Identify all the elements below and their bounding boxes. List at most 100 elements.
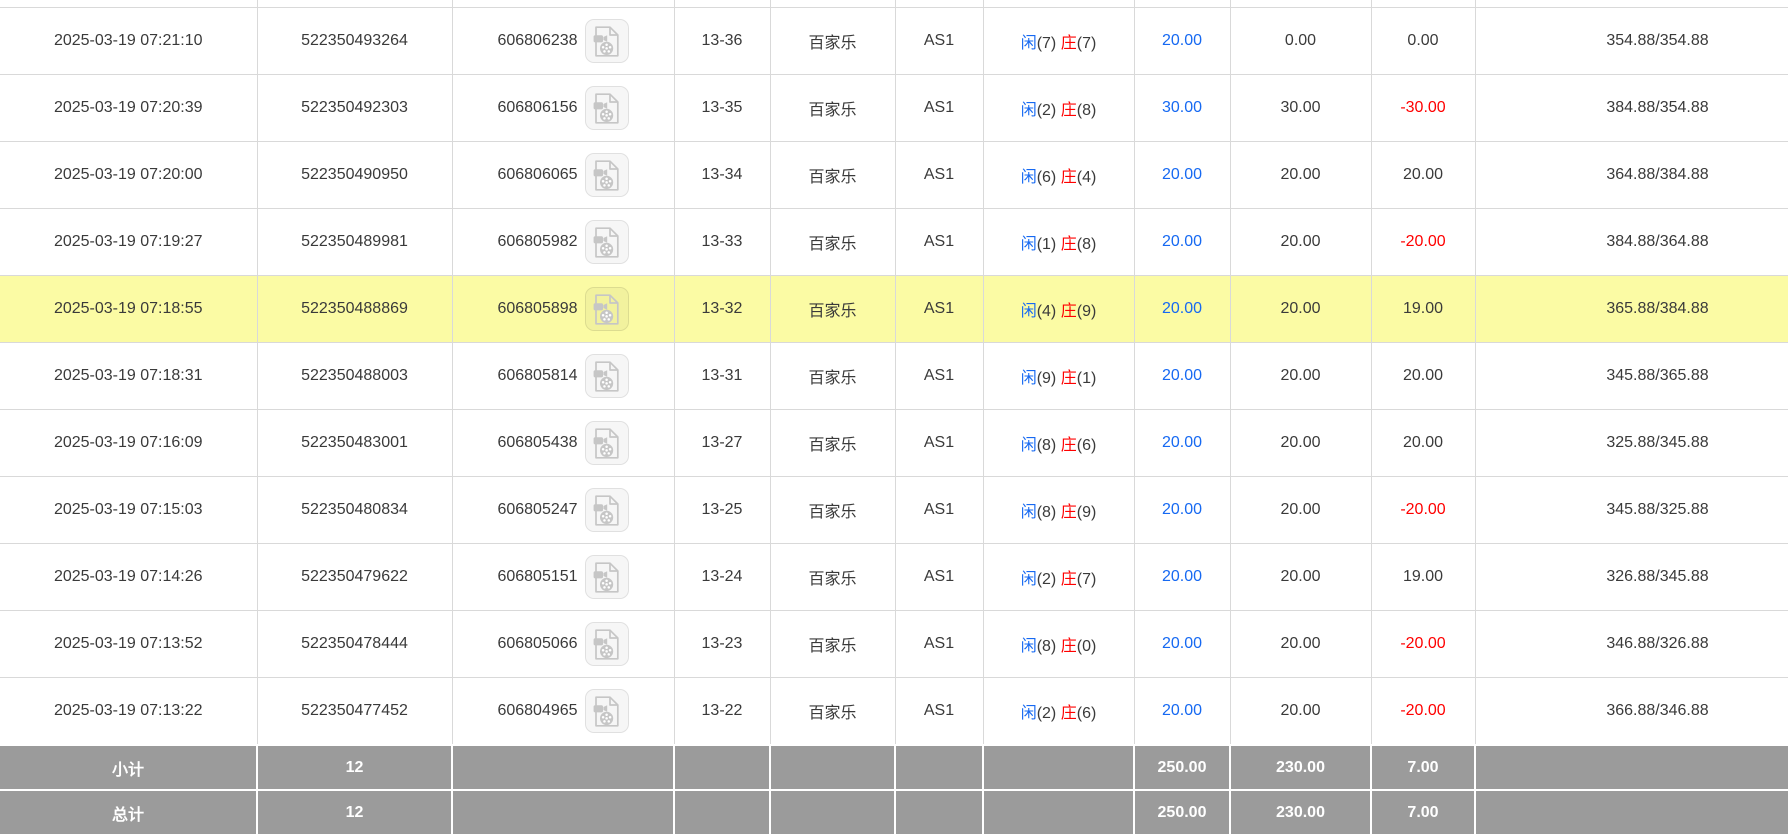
game-number-cell: 606804965 xyxy=(451,677,675,746)
result-cell: 闲(2) 庄(6) xyxy=(982,677,1135,746)
video-replay-button[interactable] xyxy=(584,287,629,331)
banker-label: 庄 xyxy=(1060,571,1077,588)
player-points: (4) xyxy=(1036,303,1057,320)
result-cell: 闲(8) 庄(6) xyxy=(982,409,1135,477)
video-replay-icon xyxy=(593,92,619,124)
video-replay-icon xyxy=(593,561,619,593)
result-cell: 闲(8) 庄(9) xyxy=(982,476,1135,544)
game-type-cell: 百家乐 xyxy=(769,677,896,746)
game-type-cell: 百家乐 xyxy=(769,543,896,611)
order-number-cell: 522350480834 xyxy=(256,476,453,544)
round-cell: 13-32 xyxy=(673,275,771,343)
video-replay-button[interactable] xyxy=(584,555,629,599)
video-replay-button[interactable] xyxy=(584,86,629,130)
banker-label: 庄 xyxy=(1060,169,1077,186)
player-label: 闲 xyxy=(1020,169,1037,186)
video-replay-button[interactable] xyxy=(584,153,629,197)
game-type-cell: 百家乐 xyxy=(769,342,896,410)
valid-amount-cell: 20.00 xyxy=(1229,677,1372,746)
winloss-cell: -20.00 xyxy=(1370,677,1476,746)
banker-label: 庄 xyxy=(1060,705,1077,722)
banker-points: (8) xyxy=(1076,236,1097,253)
valid-amount-cell: 20.00 xyxy=(1229,141,1372,209)
order-number-cell: 522350477452 xyxy=(256,677,453,746)
bet-time-cell: 2025-03-19 07:20:39 xyxy=(0,74,258,142)
balance-cell: 326.88/345.88 xyxy=(1474,543,1788,611)
banker-label: 庄 xyxy=(1060,638,1077,655)
valid-amount-cell: 20.00 xyxy=(1229,342,1372,410)
banker-points: (6) xyxy=(1076,437,1097,454)
result-cell: 闲(2) 庄(7) xyxy=(982,543,1135,611)
game-number-cell: 606805066 xyxy=(451,610,675,678)
round-cell: 13-24 xyxy=(673,543,771,611)
round-cell: 13-34 xyxy=(673,141,771,209)
player-label: 闲 xyxy=(1020,236,1037,253)
valid-amount-cell: 0.00 xyxy=(1229,7,1372,75)
valid-amount-cell: 20.00 xyxy=(1229,409,1372,477)
result-cell: 闲(4) 庄(9) xyxy=(982,275,1135,343)
winloss-cell: 0.00 xyxy=(1370,7,1476,75)
bet-amount-cell: 20.00 xyxy=(1133,141,1231,209)
game-number-cell: 606805247 xyxy=(451,476,675,544)
video-replay-button[interactable] xyxy=(584,421,629,465)
winloss-cell: -20.00 xyxy=(1370,476,1476,544)
table-id-cell: AS1 xyxy=(894,7,984,75)
winloss-cell: 19.00 xyxy=(1370,543,1476,611)
video-replay-button[interactable] xyxy=(584,622,629,666)
table-row: 2025-03-19 07:21:10 522350493264 6068062… xyxy=(0,7,1788,75)
round-cell: 13-31 xyxy=(673,342,771,410)
game-number: 606805151 xyxy=(497,568,578,585)
video-replay-icon xyxy=(593,159,619,191)
video-replay-button[interactable] xyxy=(584,488,629,532)
game-number: 606805247 xyxy=(497,501,578,518)
subtotal-bet: 250.00 xyxy=(1133,744,1231,791)
video-replay-button[interactable] xyxy=(584,689,629,733)
balance-cell: 365.88/384.88 xyxy=(1474,275,1788,343)
game-type-cell: 百家乐 xyxy=(769,476,896,544)
order-number-cell: 522350489981 xyxy=(256,208,453,276)
subtotal-count: 12 xyxy=(256,744,453,791)
result-cell: 闲(8) 庄(0) xyxy=(982,610,1135,678)
order-number-cell: 522350490950 xyxy=(256,141,453,209)
order-number-cell: 522350488869 xyxy=(256,275,453,343)
player-points: (8) xyxy=(1036,437,1057,454)
table-id-cell: AS1 xyxy=(894,543,984,611)
player-label: 闲 xyxy=(1020,102,1037,119)
banker-label: 庄 xyxy=(1060,303,1077,320)
bet-amount-cell: 20.00 xyxy=(1133,543,1231,611)
banker-label: 庄 xyxy=(1060,370,1077,387)
clipped-row xyxy=(0,0,1788,8)
banker-points: (7) xyxy=(1076,571,1097,588)
order-number-cell: 522350483001 xyxy=(256,409,453,477)
game-number: 606805438 xyxy=(497,434,578,451)
video-replay-icon xyxy=(593,293,619,325)
table-row: 2025-03-19 07:13:52 522350478444 6068050… xyxy=(0,610,1788,678)
video-replay-button[interactable] xyxy=(584,220,629,264)
banker-points: (9) xyxy=(1076,504,1097,521)
balance-cell: 384.88/364.88 xyxy=(1474,208,1788,276)
bet-amount-cell: 20.00 xyxy=(1133,342,1231,410)
balance-cell: 346.88/326.88 xyxy=(1474,610,1788,678)
balance-cell: 366.88/346.88 xyxy=(1474,677,1788,746)
bet-time-cell: 2025-03-19 07:15:03 xyxy=(0,476,258,544)
winloss-cell: -20.00 xyxy=(1370,208,1476,276)
player-label: 闲 xyxy=(1020,35,1037,52)
game-number-cell: 606805898 xyxy=(451,275,675,343)
bet-amount-cell: 30.00 xyxy=(1133,74,1231,142)
banker-label: 庄 xyxy=(1060,236,1077,253)
total-valid: 230.00 xyxy=(1229,789,1372,834)
video-replay-button[interactable] xyxy=(584,354,629,398)
table-id-cell: AS1 xyxy=(894,275,984,343)
bet-amount-cell: 20.00 xyxy=(1133,409,1231,477)
player-points: (6) xyxy=(1036,169,1057,186)
game-number: 606805898 xyxy=(497,300,578,317)
player-points: (2) xyxy=(1036,571,1057,588)
player-points: (1) xyxy=(1036,236,1057,253)
bet-time-cell: 2025-03-19 07:14:26 xyxy=(0,543,258,611)
total-winloss: 7.00 xyxy=(1370,789,1476,834)
video-replay-button[interactable] xyxy=(584,19,629,63)
video-replay-icon xyxy=(593,360,619,392)
balance-cell: 384.88/354.88 xyxy=(1474,74,1788,142)
total-row: 总计 12 250.00 230.00 7.00 xyxy=(0,789,1788,834)
game-number: 606805982 xyxy=(497,233,578,250)
